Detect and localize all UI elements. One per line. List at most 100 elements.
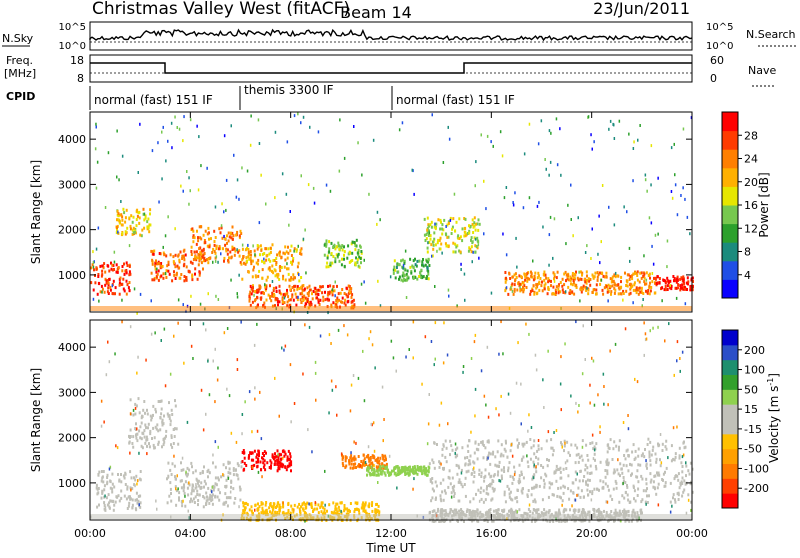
echo-cell: [674, 475, 677, 479]
echo-cell: [527, 507, 530, 511]
echo-cell: [226, 252, 229, 256]
echo-cell: [434, 480, 437, 484]
echo-cell: [685, 464, 688, 468]
echo-cell: [565, 467, 568, 470]
echo-cell: [577, 410, 579, 414]
echo-cell: [92, 288, 95, 292]
echo-cell: [647, 437, 650, 441]
echo-cell: [256, 288, 259, 292]
echo-cell: [564, 519, 567, 523]
echo-cell: [115, 444, 117, 448]
echo-cell: [247, 252, 250, 256]
echo-cell: [624, 510, 626, 514]
echo-cell: [293, 276, 296, 280]
echo-cell: [145, 435, 148, 439]
echo-cell: [300, 292, 303, 295]
echo-cell: [199, 251, 202, 255]
echo-cell: [102, 266, 105, 270]
echo-cell: [330, 303, 333, 307]
echo-cell: [676, 492, 679, 496]
echo-cell: [513, 283, 516, 287]
echo-cell: [241, 432, 243, 436]
echo-cell: [520, 282, 523, 286]
echo-cell: [157, 278, 160, 282]
echo-cell: [597, 273, 600, 277]
echo-cell: [183, 115, 185, 119]
echo-cell: [206, 166, 208, 170]
echo-cell: [202, 428, 205, 432]
echo-cell: [443, 509, 446, 513]
echo-cell: [103, 504, 106, 507]
echo-cell: [512, 477, 515, 481]
echo-cell: [672, 426, 675, 430]
echo-cell: [563, 509, 565, 513]
echo-cell: [477, 512, 480, 516]
echo-cell: [650, 183, 652, 187]
echo-cell: [383, 458, 386, 462]
echo-cell: [649, 281, 651, 285]
echo-cell: [300, 505, 302, 509]
echo-cell: [340, 246, 343, 249]
echo-cell: [455, 463, 458, 467]
echo-cell: [678, 454, 681, 458]
echo-cell: [394, 466, 397, 470]
echo-cell: [287, 295, 290, 299]
echo-cell: [530, 446, 533, 450]
echo-cell: [156, 262, 159, 266]
echo-cell: [170, 499, 173, 503]
echo-cell: [355, 466, 357, 469]
echo-cell: [534, 519, 537, 523]
echo-cell: [586, 471, 589, 475]
echo-cell: [424, 239, 427, 242]
echo-cell: [471, 222, 474, 226]
echo-cell: [152, 413, 154, 417]
echo-cell: [637, 487, 640, 491]
echo-cell: [256, 296, 259, 300]
echo-cell: [261, 502, 264, 506]
echo-cell: [676, 425, 678, 429]
echo-cell: [563, 439, 566, 443]
echo-cell: [426, 216, 429, 220]
echo-cell: [450, 495, 453, 499]
echo-cell: [617, 472, 620, 476]
echo-cell: [567, 278, 570, 282]
echo-cell: [208, 393, 211, 397]
time-tick-label: 08:00: [275, 527, 307, 540]
echo-cell: [191, 275, 194, 279]
echo-cell: [115, 231, 118, 235]
echo-cell: [154, 425, 157, 429]
echo-cell: [623, 454, 626, 457]
echo-cell: [233, 501, 236, 505]
echo-cell: [217, 260, 219, 264]
echo-cell: [259, 285, 262, 289]
echo-cell: [162, 438, 165, 442]
echo-cell: [385, 458, 387, 462]
echo-cell: [624, 481, 627, 484]
frequency-trace: [90, 62, 692, 74]
echo-cell: [195, 250, 198, 254]
echo-cell: [167, 139, 169, 143]
echo-cell: [110, 499, 113, 503]
echo-cell: [258, 454, 260, 457]
echo-cell: [634, 271, 637, 275]
echo-cell: [615, 511, 618, 515]
echo-cell: [355, 238, 358, 242]
echo-cell: [547, 495, 550, 499]
echo-cell: [350, 287, 353, 291]
echo-cell: [561, 277, 564, 281]
echo-cell: [591, 441, 594, 445]
echo-cell: [676, 359, 678, 363]
echo-cell: [622, 479, 625, 483]
echo-cell: [217, 445, 219, 449]
colorbar-tick-label: 20: [744, 176, 758, 189]
echo-cell: [154, 264, 157, 268]
echo-cell: [128, 501, 131, 505]
y-tick-label: 2000: [58, 224, 86, 237]
echo-cell: [202, 505, 205, 509]
echo-cell: [630, 519, 633, 523]
echo-cell: [200, 225, 203, 229]
echo-cell: [375, 473, 378, 477]
echo-cell: [641, 452, 644, 456]
echo-cell: [661, 299, 663, 303]
echo-cell: [606, 290, 609, 294]
